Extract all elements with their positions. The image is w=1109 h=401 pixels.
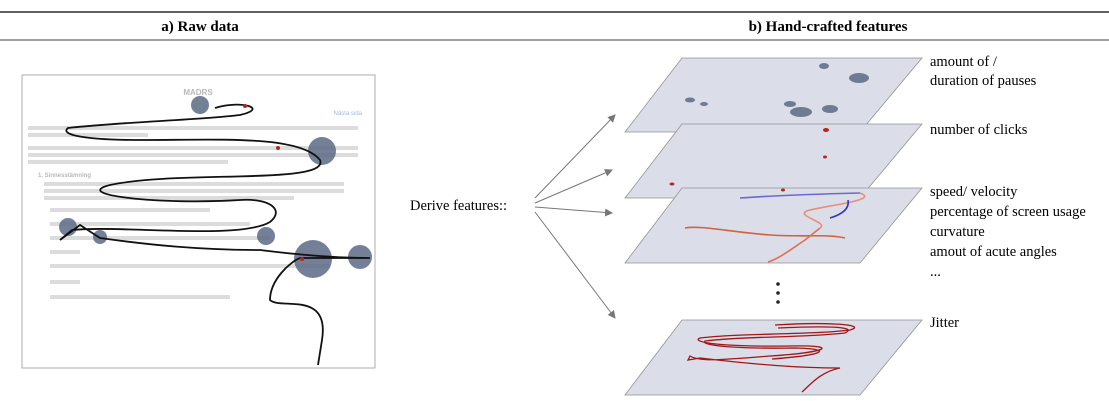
- figure: a) Raw data b) Hand-crafted features MAD…: [0, 0, 1109, 401]
- left-title: a) Raw data: [161, 19, 239, 35]
- arrows: [535, 115, 615, 318]
- next-link: Nästa sida: [334, 111, 363, 117]
- right-title: b) Hand-crafted features: [749, 19, 908, 35]
- feature-label: Jitter: [930, 315, 959, 331]
- screenshot-title: MADRS: [183, 88, 213, 97]
- feature-label: percentage of screen usage: [930, 204, 1086, 220]
- planes: [625, 58, 922, 395]
- feature-label: speed/ velocity: [930, 184, 1018, 200]
- ellipsis-dots: [776, 282, 780, 304]
- raw-screenshot: MADRS Nästa sida 1. Sinnesstämning: [22, 75, 375, 368]
- feature-label: curvature: [930, 224, 985, 240]
- feature-label: amount of /: [930, 54, 998, 70]
- section-title: 1. Sinnesstämning: [38, 173, 91, 179]
- feature-label: number of clicks: [930, 122, 1028, 138]
- feature-labels: amount of / duration of pauses number of…: [930, 54, 1086, 331]
- feature-label: duration of pauses: [930, 73, 1037, 89]
- derive-label: Derive features::: [410, 198, 507, 214]
- feature-label: ...: [930, 264, 941, 280]
- feature-label: amout of acute angles: [930, 244, 1057, 260]
